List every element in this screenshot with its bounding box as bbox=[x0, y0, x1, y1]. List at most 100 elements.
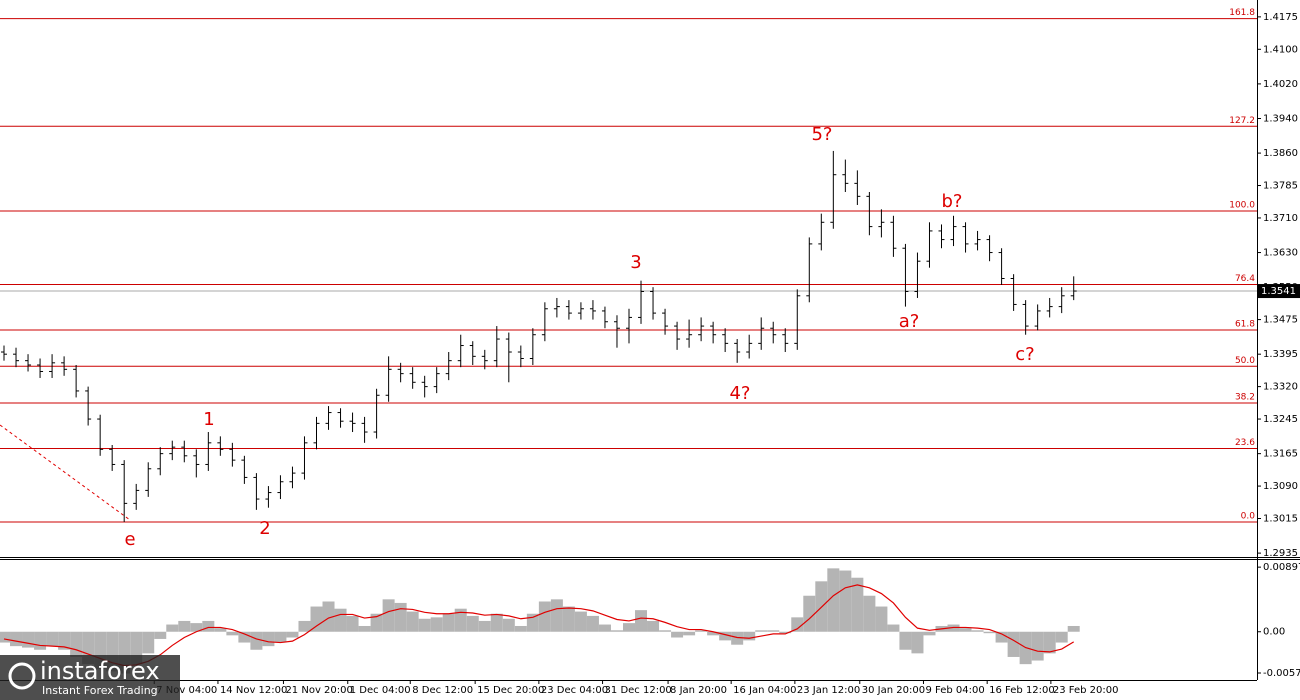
histogram-bar bbox=[406, 611, 419, 632]
histogram-bar bbox=[10, 631, 23, 647]
histogram-bar bbox=[238, 631, 251, 643]
histogram-bar bbox=[286, 631, 299, 638]
y-tick-label: 1.3395 bbox=[1263, 349, 1298, 360]
histogram-bar bbox=[995, 631, 1008, 643]
wave-label: c? bbox=[1015, 344, 1034, 365]
histogram-bar bbox=[671, 631, 684, 638]
histogram-bar bbox=[466, 615, 479, 632]
histogram-bar bbox=[550, 599, 563, 632]
fib-level-label: 38.2 bbox=[1235, 393, 1255, 403]
wave-label: e bbox=[124, 529, 135, 550]
x-tick-label: 21 Nov 20:00 bbox=[285, 685, 352, 696]
histogram-bar bbox=[526, 613, 539, 632]
histogram-bar bbox=[1055, 631, 1068, 643]
histogram-bar bbox=[827, 568, 840, 632]
x-tick-label: 8 Jan 20:00 bbox=[670, 685, 727, 696]
histogram-bar bbox=[214, 628, 227, 632]
histogram-bar bbox=[1067, 625, 1080, 632]
plot: 1.4175 1.4100 1.4020 1.3940 1.3860 1.3785 1.37… bbox=[0, 8, 1300, 696]
y-tick-label: 1.4175 bbox=[1263, 12, 1298, 23]
histogram-bar bbox=[743, 631, 756, 641]
y-tick-label: 1.4100 bbox=[1263, 44, 1298, 55]
fib-level-label: 76.4 bbox=[1235, 274, 1255, 284]
fib-level-label: 61.8 bbox=[1235, 319, 1255, 329]
y-tick-label: 1.3245 bbox=[1263, 414, 1298, 425]
x-tick-label: 30 Jan 20:00 bbox=[862, 685, 925, 696]
histogram-bar bbox=[635, 610, 648, 632]
histogram-bar bbox=[875, 606, 888, 632]
histogram-bar bbox=[490, 613, 503, 632]
histogram-bar bbox=[719, 631, 732, 641]
last-price-box bbox=[1257, 284, 1300, 299]
histogram-bar bbox=[0, 631, 11, 643]
fib-level-label: 0.0 bbox=[1241, 511, 1256, 521]
histogram-bar bbox=[779, 631, 792, 634]
histogram-bar bbox=[622, 623, 635, 632]
x-tick-label: 1 Dec 04:00 bbox=[350, 685, 411, 696]
logo: instaforex Instant Forex Trading bbox=[0, 655, 180, 700]
histogram-bar bbox=[887, 624, 900, 632]
histogram-bar bbox=[971, 630, 984, 632]
fib-level-label: 50.0 bbox=[1235, 356, 1255, 366]
fib-level-label: 161.8 bbox=[1229, 8, 1255, 18]
histogram-bar bbox=[1043, 631, 1056, 654]
histogram-bar bbox=[442, 613, 455, 632]
last-price-label: 1.3541 bbox=[1261, 286, 1296, 297]
histogram-bar bbox=[1007, 631, 1020, 657]
histogram-bar bbox=[899, 631, 912, 650]
histogram-bar bbox=[418, 618, 431, 632]
histogram-bar bbox=[454, 608, 467, 632]
histogram-bar bbox=[959, 628, 972, 632]
histogram-bar bbox=[370, 613, 383, 632]
y-tick-label: 1.3320 bbox=[1263, 382, 1298, 393]
wave-label: 4? bbox=[729, 383, 750, 404]
histogram-bar bbox=[190, 623, 203, 632]
y-tick-label: 1.3015 bbox=[1263, 514, 1298, 525]
y-tick-label: 0.00897 bbox=[1263, 562, 1300, 573]
x-tick-label: 8 Dec 12:00 bbox=[412, 685, 473, 696]
wave-label: a? bbox=[899, 311, 920, 332]
histogram-bar bbox=[610, 630, 623, 632]
histogram-bar bbox=[1031, 631, 1044, 661]
y-tick-label: 1.3090 bbox=[1263, 481, 1298, 492]
histogram-bar bbox=[346, 615, 359, 632]
fib-level-label: 23.6 bbox=[1235, 438, 1255, 448]
histogram-bar bbox=[34, 631, 47, 650]
logo-icon bbox=[8, 662, 36, 690]
histogram-bar bbox=[154, 631, 167, 639]
histogram-bar bbox=[142, 631, 155, 654]
y-tick-label: 0.00 bbox=[1263, 627, 1285, 638]
x-tick-label: 31 Dec 12:00 bbox=[605, 685, 672, 696]
histogram-bar bbox=[839, 570, 852, 632]
histogram-bar bbox=[647, 620, 660, 632]
histogram-bar bbox=[178, 620, 191, 632]
histogram-bar bbox=[310, 606, 323, 632]
y-tick-label: 1.3165 bbox=[1263, 449, 1298, 460]
y-tick-label: 1.3860 bbox=[1263, 148, 1298, 159]
histogram-bar bbox=[923, 631, 936, 636]
histogram-bar bbox=[322, 601, 335, 632]
y-tick-label: -0.00573 bbox=[1263, 668, 1300, 679]
y-tick-label: 1.3785 bbox=[1263, 181, 1298, 192]
histogram-bar bbox=[598, 624, 611, 632]
histogram-bar bbox=[767, 630, 780, 632]
histogram-bar bbox=[659, 630, 672, 632]
x-tick-label: 9 Feb 04:00 bbox=[925, 685, 984, 696]
histogram-bar bbox=[791, 617, 804, 632]
histogram-bar bbox=[274, 631, 287, 643]
histogram-bar bbox=[983, 631, 996, 634]
y-tick-label: 1.3710 bbox=[1263, 213, 1298, 224]
x-tick-label: 16 Feb 12:00 bbox=[989, 685, 1055, 696]
histogram-bar bbox=[250, 631, 263, 650]
histogram-bar bbox=[755, 630, 768, 632]
signal-line bbox=[3, 584, 1075, 667]
fib-level-label: 100.0 bbox=[1229, 201, 1255, 211]
histogram-bar bbox=[851, 577, 864, 632]
wave-label: 5? bbox=[811, 124, 832, 145]
logo-tagline: Instant Forex Trading bbox=[42, 684, 158, 697]
trend-line bbox=[0, 424, 131, 521]
x-tick-label: 23 Dec 04:00 bbox=[541, 685, 608, 696]
histogram-bar bbox=[226, 631, 239, 636]
histogram-bar bbox=[166, 624, 179, 632]
